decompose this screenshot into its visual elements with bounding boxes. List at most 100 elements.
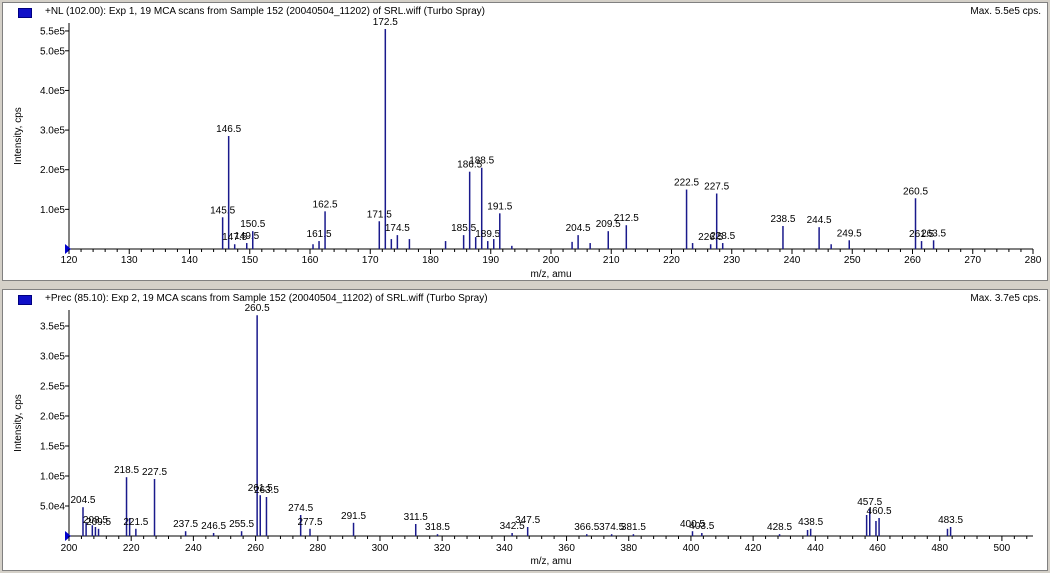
x-tick-label: 230 (723, 255, 740, 266)
peak-label: 208.5 (83, 515, 108, 526)
panel-title: +NL (102.00): Exp 1, 19 MCA scans from S… (45, 6, 485, 17)
x-tick-label: 400 (683, 543, 700, 554)
peak-label: 366.5 (574, 522, 599, 533)
x-tick-label: 180 (422, 255, 439, 266)
peak-label: 263.5 (921, 228, 946, 239)
x-tick-label: 220 (123, 543, 140, 554)
axis-marker-icon (65, 244, 71, 254)
spectrum-panel-prec: +Prec (85.10): Exp 2, 19 MCA scans from … (2, 289, 1048, 571)
y-tick-label: 5.0e4 (40, 502, 65, 513)
x-axis-title: m/z, amu (530, 269, 571, 280)
axis-marker-icon (65, 531, 71, 541)
panel-max-label: Max. 5.5e5 cps. (970, 6, 1041, 17)
x-tick-label: 340 (496, 543, 513, 554)
peak-label: 191.5 (487, 201, 512, 212)
x-tick-label: 200 (61, 543, 78, 554)
y-tick-label: 4.0e5 (40, 86, 65, 97)
y-tick-label: 2.5e5 (40, 382, 65, 393)
peak-label: 171.5 (367, 209, 392, 220)
panel-square-icon[interactable] (18, 295, 32, 305)
peak-label: 145.5 (210, 205, 235, 216)
x-tick-label: 280 (1025, 255, 1042, 266)
peak-label: 147.5 (222, 232, 247, 243)
peak-label: 204.5 (70, 495, 95, 506)
x-tick-label: 380 (620, 543, 637, 554)
peak-label: 189.5 (475, 229, 500, 240)
peak-label: 150.5 (240, 219, 265, 230)
peak-label: 244.5 (807, 215, 832, 226)
peak-label: 263.5 (254, 485, 279, 496)
spectrum-panel-nl: +NL (102.00): Exp 1, 19 MCA scans from S… (2, 2, 1048, 281)
peak-label: 483.5 (938, 515, 963, 526)
x-tick-label: 170 (362, 255, 379, 266)
x-tick-label: 160 (302, 255, 319, 266)
y-tick-label: 3.0e5 (40, 126, 65, 137)
panel-max-label: Max. 3.7e5 cps. (970, 293, 1041, 304)
peak-label: 403.5 (689, 521, 714, 532)
peak-label: 218.5 (114, 465, 139, 476)
peak-label: 237.5 (173, 519, 198, 530)
x-tick-label: 250 (844, 255, 861, 266)
peak-label: 227.5 (142, 467, 167, 478)
x-tick-label: 120 (61, 255, 78, 266)
spectrum-chart-nl[interactable]: 120 130 140 150 160 170 180 190 200 210 220 230 240 2… (3, 3, 1047, 280)
peak-label: 274.5 (288, 503, 313, 514)
x-tick-label: 440 (807, 543, 824, 554)
peak-label: 291.5 (341, 511, 366, 522)
peak-label: 374.5 (599, 522, 624, 533)
y-tick-label: 2.0e5 (40, 165, 65, 176)
peak-label: 149.5 (234, 231, 259, 242)
peak-label: 347.5 (515, 515, 540, 526)
peak-label: 277.5 (297, 517, 322, 528)
peak-label: 204.5 (566, 223, 591, 234)
x-tick-label: 240 (185, 543, 202, 554)
peak-label: 318.5 (425, 522, 450, 533)
x-tick-label: 260 (247, 543, 264, 554)
panel-title: +Prec (85.10): Exp 2, 19 MCA scans from … (45, 293, 488, 304)
peak-label: 226.5 (698, 232, 723, 243)
x-tick-label: 150 (241, 255, 258, 266)
peak-label: 228.5 (710, 231, 735, 242)
peak-label: 260.5 (245, 303, 270, 314)
y-tick-label: 1.5e5 (40, 442, 65, 453)
y-tick-label: 3.0e5 (40, 352, 65, 363)
x-tick-label: 500 (994, 543, 1011, 554)
y-tick-label: 5.0e5 (40, 46, 65, 57)
peak-label: 260.5 (903, 186, 928, 197)
y-tick-label: 5.5e5 (40, 26, 65, 37)
x-tick-label: 420 (745, 543, 762, 554)
x-tick-label: 130 (121, 255, 138, 266)
x-tick-label: 360 (558, 543, 575, 554)
x-tick-label: 210 (603, 255, 620, 266)
peak-label: 146.5 (216, 124, 241, 135)
x-tick-label: 460 (869, 543, 886, 554)
peak-label: 162.5 (313, 199, 338, 210)
peak-label: 221.5 (123, 517, 148, 528)
peak-label: 209.5 (86, 517, 111, 528)
y-axis-title: Intensity, cps (13, 107, 24, 165)
peak-label: 188.5 (469, 156, 494, 167)
y-tick-label: 1.0e5 (40, 472, 65, 483)
spectrum-chart-prec[interactable]: 200 220 240 260 280 300 320 340 360 380 400 420 440 4… (3, 290, 1047, 570)
x-tick-label: 140 (181, 255, 198, 266)
peak-label: 460.5 (867, 506, 892, 517)
x-tick-label: 190 (482, 255, 499, 266)
peak-label: 261.5 (909, 229, 934, 240)
x-tick-label: 270 (964, 255, 981, 266)
peak-label: 428.5 (767, 522, 792, 533)
peak-label: 311.5 (404, 512, 429, 523)
x-tick-label: 240 (784, 255, 801, 266)
x-tick-label: 300 (372, 543, 389, 554)
y-tick-label: 2.0e5 (40, 412, 65, 423)
panel-square-icon[interactable] (18, 8, 32, 18)
y-axis-title: Intensity, cps (13, 394, 24, 452)
x-tick-label: 200 (543, 255, 560, 266)
peak-label: 246.5 (201, 521, 226, 532)
peak-label: 238.5 (770, 214, 795, 225)
peak-label: 186.5 (457, 160, 482, 171)
peak-label: 249.5 (837, 228, 862, 239)
peak-label: 209.5 (596, 219, 621, 230)
peak-label: 438.5 (798, 517, 823, 528)
y-tick-label: 3.5e5 (40, 322, 65, 333)
x-tick-label: 480 (931, 543, 948, 554)
